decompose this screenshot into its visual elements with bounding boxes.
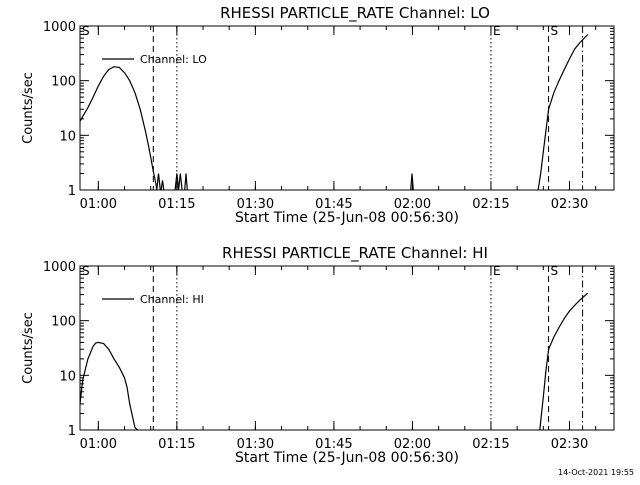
series-line-segment-0	[79, 66, 158, 191]
series-line-segment-1	[156, 173, 161, 191]
series-line-segment-5	[410, 173, 414, 191]
x-tick-label: 01:45	[315, 437, 352, 452]
event-marker-label: E	[493, 264, 501, 278]
x-tick-label: 01:15	[158, 437, 195, 452]
series-line-segment-3	[174, 173, 183, 191]
y-tick-label: 1	[68, 424, 76, 439]
y-tick-label: 100	[51, 315, 76, 330]
x-tick-label: 01:30	[237, 437, 274, 452]
series-line-segment-6	[537, 34, 589, 191]
event-marker-label: S	[551, 264, 559, 278]
y-tick-label: 10	[59, 369, 76, 384]
chart-title: RHESSI PARTICLE_RATE Channel: HI	[222, 244, 488, 263]
x-axis-label: Start Time (25-Jun-08 00:56:30)	[235, 450, 459, 466]
y-axis-label: Counts/sec	[21, 312, 36, 384]
event-marker-label: E	[493, 24, 501, 38]
y-tick-label: 100	[51, 75, 76, 90]
x-tick-label: 01:00	[80, 437, 117, 452]
x-tick-label: 02:15	[472, 437, 509, 452]
y-tick-label: 1000	[43, 260, 76, 275]
footer-timestamp: 14-Oct-2021 19:55	[558, 468, 634, 477]
x-tick-label: 01:00	[80, 197, 117, 212]
x-tick-label: 01:30	[237, 197, 274, 212]
x-tick-label: 02:30	[551, 437, 588, 452]
x-tick-label: 02:00	[394, 197, 431, 212]
chart-title: RHESSI PARTICLE_RATE Channel: LO	[220, 4, 490, 23]
legend-label: Channel: LO	[140, 53, 207, 66]
series-line-segment-2	[160, 180, 165, 191]
x-axis-label: Start Time (25-Jun-08 00:56:30)	[235, 210, 459, 226]
y-tick-label: 1000	[43, 20, 76, 35]
series-line-segment-1	[539, 292, 589, 431]
panel-lo: RHESSI PARTICLE_RATE Channel: LO 1 10 100 10…	[21, 4, 615, 226]
series-line-segment-0	[79, 341, 138, 431]
event-marker-label: S	[551, 24, 559, 38]
plot-frame	[79, 25, 615, 191]
panel-hi: RHESSI PARTICLE_RATE Channel: HI 1 10 100 10…	[21, 244, 615, 466]
x-tick-label: 02:30	[551, 197, 588, 212]
y-axis-label: Counts/sec	[21, 72, 36, 144]
series-line-segment-4	[184, 173, 188, 191]
x-tick-label: 02:00	[394, 437, 431, 452]
x-tick-label: 01:45	[315, 197, 352, 212]
event-marker-label: S	[82, 264, 90, 278]
legend-label: Channel: HI	[140, 293, 204, 306]
plot-frame	[79, 265, 615, 431]
event-marker-label: S	[82, 24, 90, 38]
y-tick-label: 1	[68, 184, 76, 199]
x-tick-label: 01:15	[158, 197, 195, 212]
y-tick-label: 10	[59, 129, 76, 144]
x-tick-label: 02:15	[472, 197, 509, 212]
